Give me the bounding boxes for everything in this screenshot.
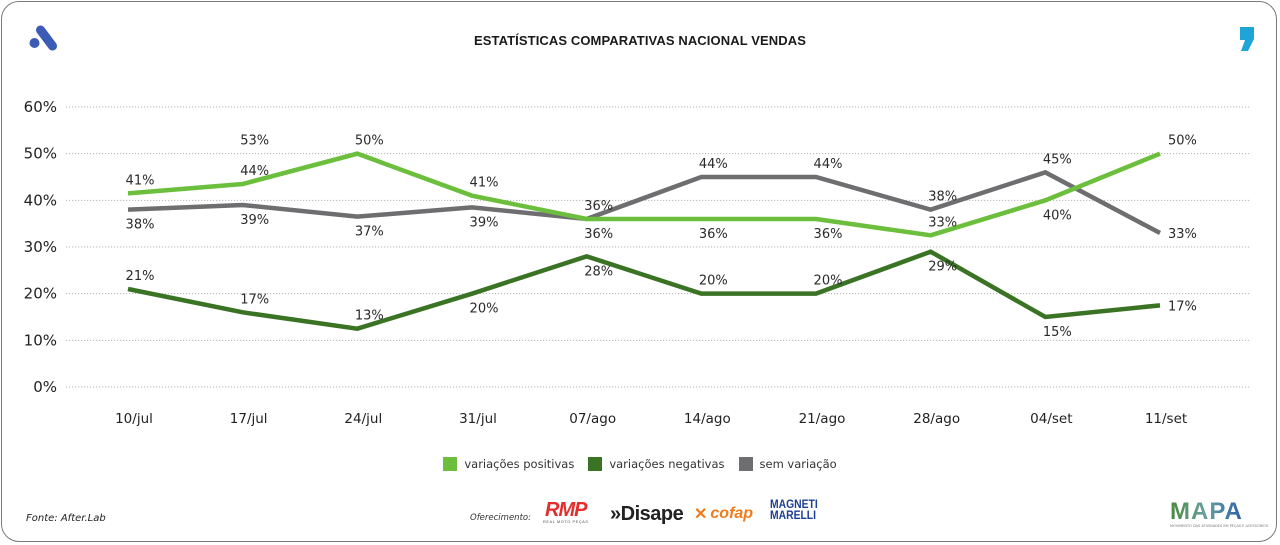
data-label-positive: 50% xyxy=(355,134,384,149)
data-label-neutral: 39% xyxy=(240,213,269,228)
data-label-negative: 15% xyxy=(1043,325,1072,340)
disape-logo-text: »Disape xyxy=(610,502,684,525)
y-tick-label: 20% xyxy=(24,285,57,303)
x-tick-label: 11/set xyxy=(1145,411,1187,427)
legend-item-positive[interactable]: variações positivas xyxy=(443,457,574,471)
data-label-neutral: 39% xyxy=(470,215,499,230)
y-tick-label: 40% xyxy=(24,191,57,209)
x-tick-label: 31/jul xyxy=(459,411,497,427)
data-label-negative: 20% xyxy=(814,274,843,289)
x-tick-label: 10/jul xyxy=(115,411,153,427)
series-line-positive xyxy=(127,151,1161,238)
data-label-neutral: 38% xyxy=(126,218,155,233)
source-note: Fonte: After.Lab xyxy=(26,513,106,524)
data-label-negative: 20% xyxy=(699,274,728,289)
data-label-neutral: 44% xyxy=(699,157,728,172)
legend-label: variações positivas xyxy=(464,457,575,471)
x-tick-label: 17/jul xyxy=(230,411,268,427)
data-label-neutral: 38% xyxy=(928,190,957,205)
data-labels: 41% 44% 50% 41% 36% 36% 36% 33% 40% 50% 21% 17% 13% 2… xyxy=(126,134,1197,340)
disape-logo: »Disape xyxy=(610,500,684,528)
brand-a-logo-icon xyxy=(29,25,57,51)
mapa-logo: MAPA xyxy=(1170,498,1243,525)
cofap-logo: ✕ cofap xyxy=(694,500,753,528)
data-label-negative: 20% xyxy=(470,302,499,317)
series-line-neutral xyxy=(127,169,1162,235)
data-label-positive: 36% xyxy=(814,227,843,242)
legend-swatch-negative xyxy=(588,457,603,471)
x-tick-label: 28/ago xyxy=(913,411,960,427)
magneti-logo-line1: MAGNETI xyxy=(770,499,818,511)
mapa-logo-tagline: MOVIMENTO DAS ATIVIDADES EM PEÇAS E ACES… xyxy=(1170,524,1269,528)
cofap-x-icon: ✕ xyxy=(694,506,708,523)
data-label-positive: 41% xyxy=(126,173,155,188)
rmp-logo: RMP REAL MOTO PEÇAS xyxy=(543,500,589,528)
data-label-positive: 44% xyxy=(240,164,269,179)
legend-swatch-neutral xyxy=(738,457,753,471)
rmp-logo-tagline: REAL MOTO PEÇAS xyxy=(543,519,589,524)
x-axis-ticks: 10/jul 17/jul 24/jul 31/jul 07/ago 14/ago 21/a… xyxy=(115,411,1187,427)
x-tick-label: 07/ago xyxy=(569,411,616,427)
legend-item-neutral[interactable]: sem variação xyxy=(738,457,837,471)
annotation-label: 53% xyxy=(240,134,269,149)
data-label-negative: 17% xyxy=(240,292,269,307)
data-label-positive: 36% xyxy=(584,199,613,214)
legend-label: variações negativas xyxy=(609,457,725,471)
data-label-neutral: 44% xyxy=(814,157,843,172)
data-label-positive: 40% xyxy=(1043,208,1072,223)
magneti-logo-line2: MARELLI xyxy=(770,509,816,522)
rmp-logo-text: RMP xyxy=(545,499,587,521)
data-label-negative: 21% xyxy=(126,269,155,284)
legend-item-negative[interactable]: variações negativas xyxy=(588,457,725,471)
series-lines xyxy=(127,151,1162,331)
x-tick-label: 04/set xyxy=(1030,411,1072,427)
y-tick-label: 60% xyxy=(24,98,57,116)
y-tick-label: 10% xyxy=(24,331,57,349)
legend-label: sem variação xyxy=(759,457,837,471)
data-label-negative: 13% xyxy=(355,309,384,324)
gridlines xyxy=(66,106,1250,388)
y-tick-label: 30% xyxy=(24,238,57,256)
comma-quote-logo-icon xyxy=(1240,27,1254,51)
legend-swatch-positive xyxy=(443,457,458,471)
data-label-neutral: 45% xyxy=(1043,152,1072,167)
magneti-marelli-logo: MAGNETI MARELLI xyxy=(770,499,818,528)
series-line-negative xyxy=(127,249,1161,331)
y-axis-ticks: 0% 10% 20% 30% 40% 50% 60% xyxy=(24,98,57,396)
x-tick-label: 21/ago xyxy=(799,411,846,427)
data-label-negative: 28% xyxy=(584,264,613,279)
y-tick-label: 50% xyxy=(24,145,57,163)
x-tick-label: 14/ago xyxy=(684,411,731,427)
data-label-positive: 41% xyxy=(470,176,499,191)
data-label-positive: 36% xyxy=(699,227,728,242)
y-tick-label: 0% xyxy=(33,378,57,396)
legend: variações positivas variações negativas … xyxy=(0,457,1280,471)
data-label-neutral: 33% xyxy=(1168,227,1197,242)
data-label-negative: 17% xyxy=(1168,299,1197,314)
data-label-positive: 33% xyxy=(928,215,957,230)
data-label-neutral: 36% xyxy=(584,227,613,242)
chart-title: ESTATÍSTICAS COMPARATIVAS NACIONAL VENDA… xyxy=(473,33,806,48)
data-label-negative: 29% xyxy=(928,260,957,275)
data-label-neutral: 37% xyxy=(355,225,384,240)
cofap-logo-text: cofap xyxy=(710,505,754,522)
data-label-positive: 50% xyxy=(1168,134,1197,149)
sponsor-label: Oferecimento: xyxy=(470,513,531,523)
x-tick-label: 24/jul xyxy=(344,411,382,427)
